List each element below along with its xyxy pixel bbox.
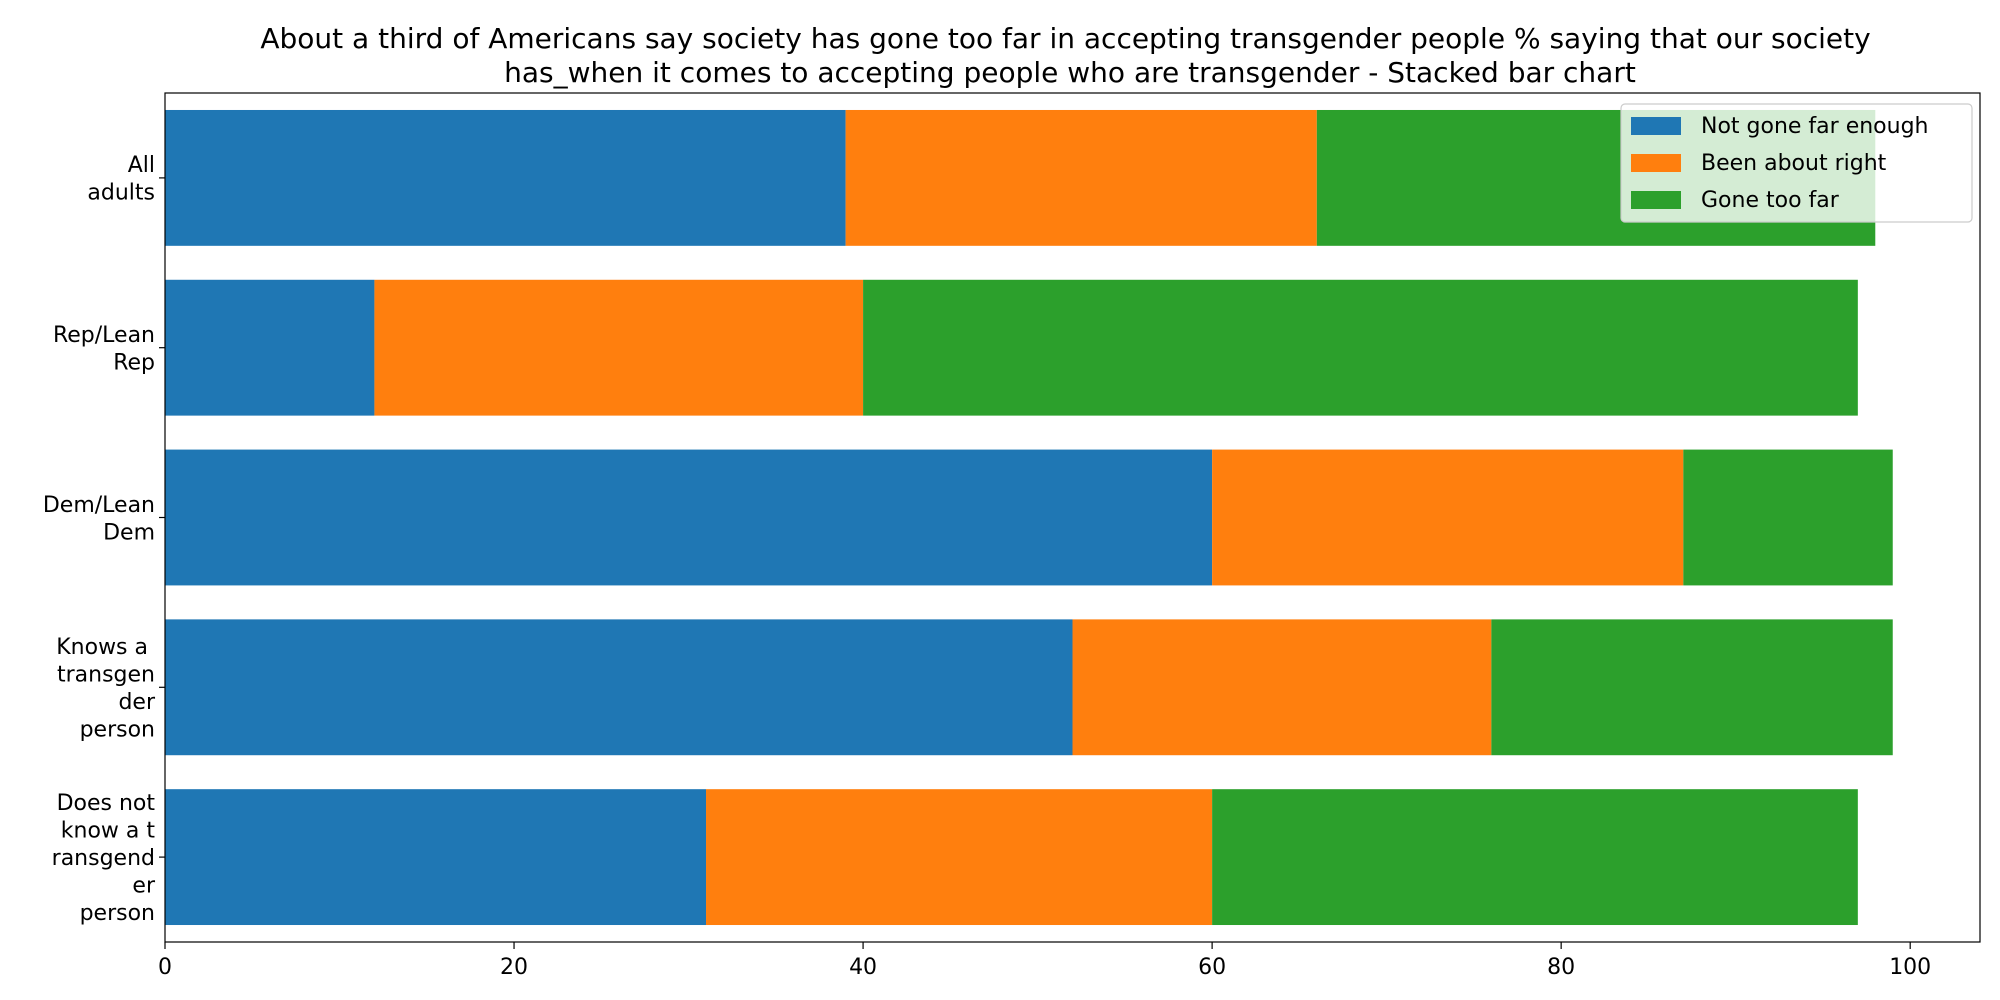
x-axis: 0 20 40 60 80 100 <box>158 942 1931 980</box>
bar-segment <box>1491 619 1893 756</box>
y-tick-label: Does not know a t ransgend er person <box>52 791 156 926</box>
y-tick-label-line: er <box>132 874 156 899</box>
y-tick-label-line: know a t <box>61 819 156 844</box>
x-tick-label: 40 <box>849 955 877 980</box>
bar-segment <box>1683 449 1893 586</box>
x-tick-label: 60 <box>1198 955 1226 980</box>
legend: Not gone far enough Been about right Gone … <box>1620 103 1973 223</box>
bar-segment <box>165 619 1073 756</box>
x-tick-label: 20 <box>500 955 528 980</box>
legend-label: Been about right <box>1701 151 1887 176</box>
y-tick-label-line: ransgend <box>52 846 155 871</box>
legend-swatch <box>1631 154 1681 172</box>
bars-group <box>165 109 1893 926</box>
legend-swatch <box>1631 191 1681 209</box>
bar-segment <box>165 109 846 246</box>
y-tick-label-line: Dem <box>103 520 155 545</box>
y-tick-label: Dem/Lean Dem <box>43 493 155 546</box>
bar-segment <box>1212 789 1858 926</box>
bar-segment <box>863 279 1858 416</box>
y-tick-label-line: adults <box>87 181 155 206</box>
legend-label: Not gone far enough <box>1701 114 1929 139</box>
y-tick-label: Rep/Lean Rep <box>53 323 155 376</box>
bar-segment <box>706 789 1213 926</box>
legend-box <box>1620 103 1973 223</box>
y-tick-label: Knows a transgen der person <box>56 635 156 743</box>
y-tick-label-line: der <box>118 690 156 715</box>
y-tick-label: All adults <box>87 153 155 206</box>
bar-segment <box>374 279 864 416</box>
bar-segment <box>165 789 707 926</box>
y-tick-label-line: All <box>128 153 155 178</box>
bar-segment <box>845 109 1317 246</box>
y-tick-label-line: Dem/Lean <box>43 493 155 518</box>
bar-segment <box>165 279 375 416</box>
bar-segment <box>1072 619 1492 756</box>
x-tick-label: 80 <box>1547 955 1575 980</box>
x-tick-label: 0 <box>158 955 172 980</box>
y-tick-label-line: Rep <box>113 350 155 375</box>
y-axis: All adults Rep/Lean Rep Dem/Lean Dem Knows a t… <box>43 153 165 926</box>
y-tick-label-line: Does not <box>57 791 156 816</box>
y-tick-label-line: person <box>80 901 155 926</box>
chart-title-line-1: About a third of Americans say society h… <box>260 22 1870 55</box>
y-tick-label-line: transgen <box>57 663 155 688</box>
legend-label: Gone too far <box>1701 188 1840 213</box>
chart-title: About a third of Americans say society h… <box>260 22 1879 89</box>
x-tick-label: 100 <box>1889 955 1931 980</box>
legend-swatch <box>1631 117 1681 135</box>
bar-segment <box>1212 449 1684 586</box>
y-tick-label-line: Knows a <box>56 635 155 660</box>
chart-title-line-2: has_when it comes to accepting people wh… <box>504 56 1636 89</box>
y-tick-label-line: Rep/Lean <box>53 323 155 348</box>
bar-segment <box>165 449 1213 586</box>
y-tick-label-line: person <box>80 718 155 743</box>
